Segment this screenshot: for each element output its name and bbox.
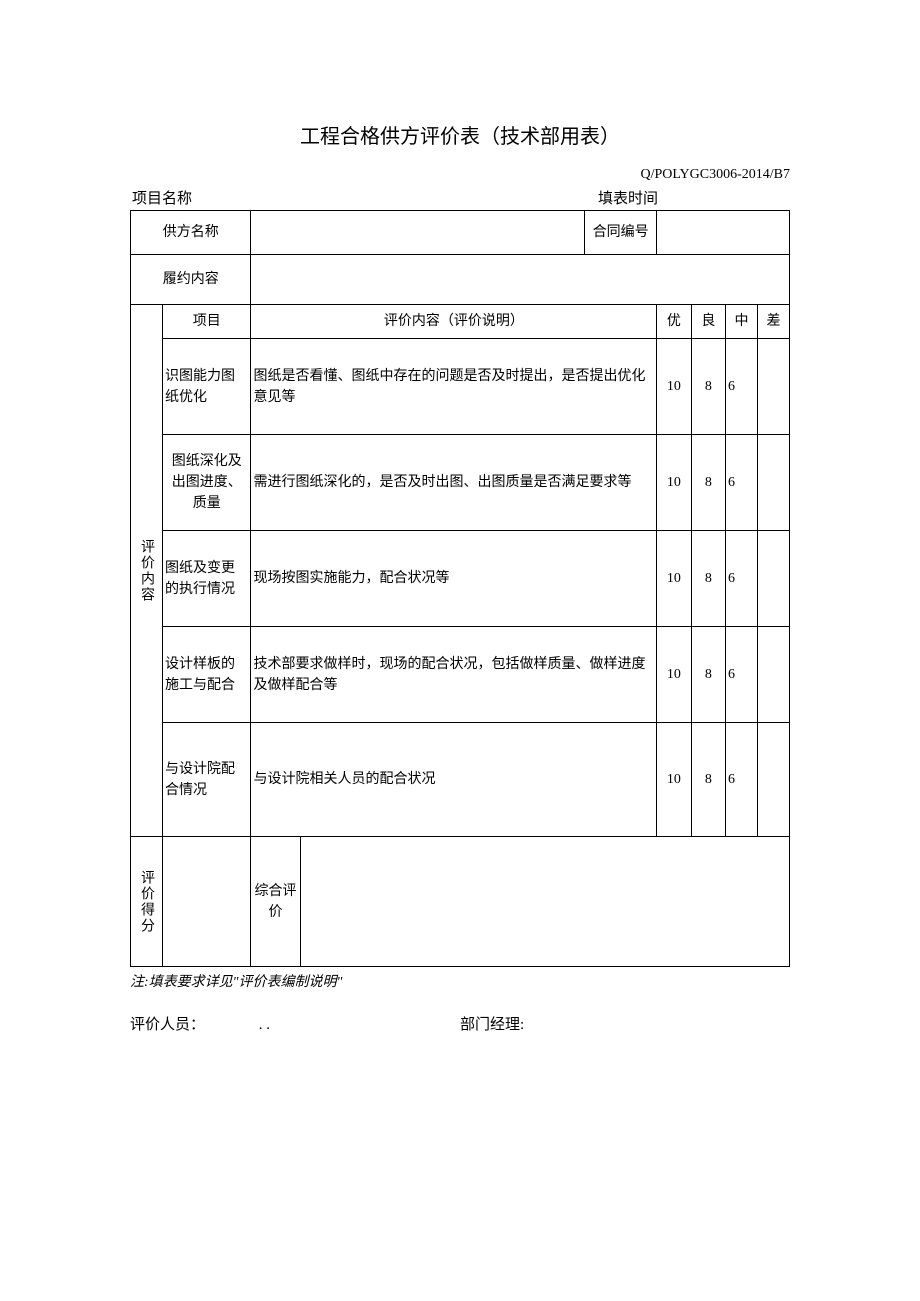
performance-content-value	[251, 255, 790, 305]
project-name-label: 项目名称	[132, 187, 598, 208]
comprehensive-label: 综合评价	[251, 837, 300, 967]
row-s4	[757, 339, 789, 435]
row-s3: 6	[726, 627, 758, 723]
table-row: 图纸深化及出图进度、质量 需进行图纸深化的，是否及时出图、出图质量是否满足要求等…	[131, 435, 790, 531]
row-s3: 6	[726, 339, 758, 435]
row-desc: 现场按图实施能力，配合状况等	[251, 531, 657, 627]
row-s4	[757, 531, 789, 627]
col-mid: 中	[726, 305, 758, 339]
row-s2: 8	[691, 627, 725, 723]
row-s3: 6	[726, 531, 758, 627]
performance-content-label: 履约内容	[131, 255, 251, 305]
row-item: 图纸深化及出图进度、质量	[162, 435, 251, 531]
row-desc: 图纸是否看懂、图纸中存在的问题是否及时提出，是否提出优化意见等	[251, 339, 657, 435]
doc-code: Q/POLYGC3006-2014/B7	[130, 167, 790, 183]
fill-time-label: 填表时间	[598, 187, 788, 208]
row-s3: 6	[726, 435, 758, 531]
contract-no-value	[657, 211, 790, 255]
score-blank1	[162, 837, 251, 967]
col-item: 项目	[162, 305, 251, 339]
evaluator-label: 评价人员： . .	[130, 1013, 460, 1034]
row-s2: 8	[691, 723, 725, 837]
score-vertical: 评价得分	[131, 837, 163, 967]
row-desc: 技术部要求做样时，现场的配合状况，包括做样质量、做样进度及做样配合等	[251, 627, 657, 723]
note-text: 注:填表要求详见"评价表编制说明"	[130, 971, 790, 991]
meta-row: 项目名称 填表时间	[130, 187, 790, 210]
row-s4	[757, 723, 789, 837]
row-item: 与设计院配合情况	[162, 723, 251, 837]
col-good: 良	[691, 305, 725, 339]
signature-row: 评价人员： . . 部门经理:	[130, 1013, 790, 1034]
row-desc: 与设计院相关人员的配合状况	[251, 723, 657, 837]
row-s3: 6	[726, 723, 758, 837]
row-item: 设计样板的施工与配合	[162, 627, 251, 723]
row-item: 图纸及变更的执行情况	[162, 531, 251, 627]
row-s1: 10	[657, 627, 691, 723]
page-title: 工程合格供方评价表（技术部用表）	[130, 120, 790, 149]
col-excellent: 优	[657, 305, 691, 339]
eval-content-vertical: 评价内容	[131, 305, 163, 837]
row-s2: 8	[691, 339, 725, 435]
row-desc: 需进行图纸深化的，是否及时出图、出图质量是否满足要求等	[251, 435, 657, 531]
table-row: 设计样板的施工与配合 技术部要求做样时，现场的配合状况，包括做样质量、做样进度及…	[131, 627, 790, 723]
supplier-name-label: 供方名称	[131, 211, 251, 255]
row-s1: 10	[657, 531, 691, 627]
row-s1: 10	[657, 435, 691, 531]
table-row: 识图能力图纸优化 图纸是否看懂、图纸中存在的问题是否及时提出，是否提出优化意见等…	[131, 339, 790, 435]
row-s1: 10	[657, 723, 691, 837]
row-s4	[757, 435, 789, 531]
comprehensive-value	[300, 837, 789, 967]
row-s4	[757, 627, 789, 723]
row-s2: 8	[691, 531, 725, 627]
table-row: 图纸及变更的执行情况 现场按图实施能力，配合状况等 10 8 6	[131, 531, 790, 627]
col-poor: 差	[757, 305, 789, 339]
evaluation-table: 供方名称 合同编号 履约内容 评价内容 项目 评价内容（评价说明） 优 良 中 …	[130, 210, 790, 967]
col-desc: 评价内容（评价说明）	[251, 305, 657, 339]
row-s2: 8	[691, 435, 725, 531]
manager-label: 部门经理:	[460, 1013, 790, 1034]
table-row: 与设计院配合情况 与设计院相关人员的配合状况 10 8 6	[131, 723, 790, 837]
row-item: 识图能力图纸优化	[162, 339, 251, 435]
contract-no-label: 合同编号	[584, 211, 656, 254]
row-s1: 10	[657, 339, 691, 435]
